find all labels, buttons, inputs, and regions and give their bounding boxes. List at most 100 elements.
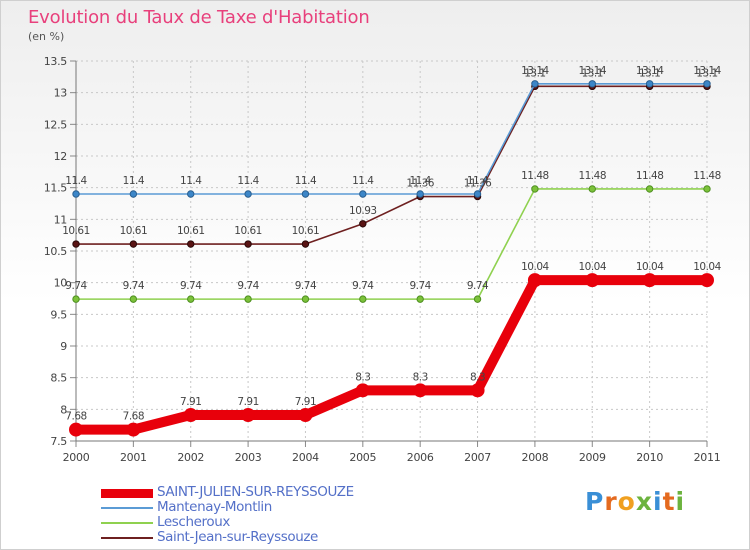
y-tick-label: 7.5 bbox=[50, 435, 67, 448]
logo-letter: i bbox=[653, 487, 663, 516]
proxiti-logo: Proxiti bbox=[585, 487, 685, 516]
data-point bbox=[298, 408, 313, 423]
data-label: 11.4 bbox=[123, 175, 145, 187]
logo-letter: r bbox=[604, 487, 618, 516]
chart-title: Evolution du Taux de Taxe d'Habitation bbox=[28, 7, 370, 28]
data-point bbox=[359, 295, 367, 303]
data-label: 9.74 bbox=[409, 280, 431, 292]
data-label: 11.48 bbox=[693, 170, 721, 182]
data-label: 11.48 bbox=[578, 170, 606, 182]
data-point bbox=[359, 190, 367, 198]
data-point bbox=[129, 190, 138, 198]
data-point bbox=[301, 295, 310, 303]
y-tick-label: 8 bbox=[60, 403, 67, 416]
legend-label: Saint-Jean-sur-Reyssouze bbox=[157, 529, 318, 545]
legend-swatch bbox=[101, 507, 153, 509]
x-tick-label: 2010 bbox=[636, 451, 663, 464]
x-tick-label: 2008 bbox=[522, 451, 549, 464]
data-label: 10.61 bbox=[62, 225, 90, 237]
x-tick-label: 2002 bbox=[177, 451, 204, 464]
x-tick-label: 2011 bbox=[694, 451, 721, 464]
y-tick-label: 13 bbox=[54, 87, 68, 100]
data-label: 11.4 bbox=[467, 175, 489, 187]
data-point bbox=[129, 240, 138, 248]
y-tick-label: 13.5 bbox=[44, 55, 68, 68]
data-label: 9.74 bbox=[65, 280, 87, 292]
data-label: 10.61 bbox=[120, 225, 148, 237]
data-point bbox=[72, 240, 80, 248]
data-point bbox=[585, 273, 600, 288]
data-label: 9.74 bbox=[180, 280, 202, 292]
x-tick-label: 2006 bbox=[407, 451, 434, 464]
x-tick-label: 2007 bbox=[464, 451, 491, 464]
data-label: 8.3 bbox=[470, 371, 485, 383]
data-point bbox=[416, 190, 424, 198]
y-tick-label: 10.5 bbox=[44, 245, 68, 258]
legend-label: Lescheroux bbox=[157, 514, 230, 530]
y-tick-label: 12.5 bbox=[44, 118, 68, 131]
series-line-1 bbox=[75, 83, 708, 195]
y-tick-label: 10 bbox=[54, 277, 68, 290]
data-point bbox=[244, 240, 252, 248]
data-label: 9.74 bbox=[467, 280, 489, 292]
data-label: 10.04 bbox=[693, 261, 721, 273]
data-label: 9.74 bbox=[352, 280, 374, 292]
x-tick-label: 2009 bbox=[579, 451, 606, 464]
data-point bbox=[72, 190, 80, 198]
data-label: 10.61 bbox=[234, 225, 262, 237]
data-label: 11.36 bbox=[464, 178, 492, 190]
data-label: 11.4 bbox=[237, 175, 259, 187]
data-point bbox=[187, 295, 195, 303]
data-label: 13.1 bbox=[524, 67, 545, 79]
data-label: 7.68 bbox=[123, 411, 144, 423]
x-tick-label: 2005 bbox=[349, 451, 376, 464]
data-label: 11.48 bbox=[521, 170, 549, 182]
data-point bbox=[413, 383, 428, 398]
data-point bbox=[527, 273, 542, 288]
data-label: 7.91 bbox=[180, 396, 201, 408]
data-point bbox=[588, 80, 596, 88]
data-label: 10.04 bbox=[521, 261, 549, 273]
data-point bbox=[703, 185, 711, 193]
data-point bbox=[703, 80, 711, 88]
data-point bbox=[531, 80, 539, 88]
series-line-3 bbox=[75, 85, 708, 245]
data-label: 11.4 bbox=[295, 175, 317, 187]
data-point bbox=[416, 295, 424, 303]
data-point bbox=[126, 422, 141, 437]
data-point bbox=[470, 383, 485, 398]
data-label: 8.3 bbox=[413, 371, 428, 383]
data-label: 10.04 bbox=[636, 261, 664, 273]
data-point bbox=[645, 80, 654, 88]
data-label: 10.61 bbox=[177, 225, 205, 237]
data-point bbox=[301, 240, 310, 248]
data-point bbox=[244, 295, 252, 303]
data-label: 11.4 bbox=[409, 175, 431, 187]
data-label: 10.04 bbox=[578, 261, 606, 273]
data-point bbox=[129, 295, 138, 303]
line-chart: 7.5 8 8.5 9 9.5 10 10.5 11 11.5 12 12.5 13 13.5 2000 2… bbox=[44, 55, 722, 464]
data-label: 7.91 bbox=[295, 396, 316, 408]
x-tick-label: 2004 bbox=[292, 451, 319, 464]
logo-letter: t bbox=[662, 487, 676, 516]
data-point bbox=[642, 273, 657, 288]
data-label: 10.61 bbox=[292, 225, 320, 237]
data-label: 13.1 bbox=[582, 67, 603, 79]
data-label: 7.68 bbox=[65, 411, 86, 423]
legend-label: Mantenay-Montlin bbox=[157, 499, 272, 515]
y-tick-label: 8.5 bbox=[50, 372, 67, 385]
legend-swatch bbox=[101, 522, 153, 524]
legend-swatch bbox=[101, 488, 153, 498]
data-label: 10.93 bbox=[349, 205, 377, 217]
data-point bbox=[645, 185, 654, 193]
data-point bbox=[588, 185, 596, 193]
data-label: 13.14 bbox=[578, 65, 606, 77]
data-label: 13.14 bbox=[636, 65, 664, 77]
data-label: 9.74 bbox=[237, 280, 259, 292]
logo-letter: i bbox=[675, 487, 686, 516]
series-line-0 bbox=[71, 275, 712, 435]
data-point bbox=[355, 383, 370, 398]
data-point bbox=[473, 190, 482, 198]
data-label: 8.3 bbox=[355, 371, 370, 383]
